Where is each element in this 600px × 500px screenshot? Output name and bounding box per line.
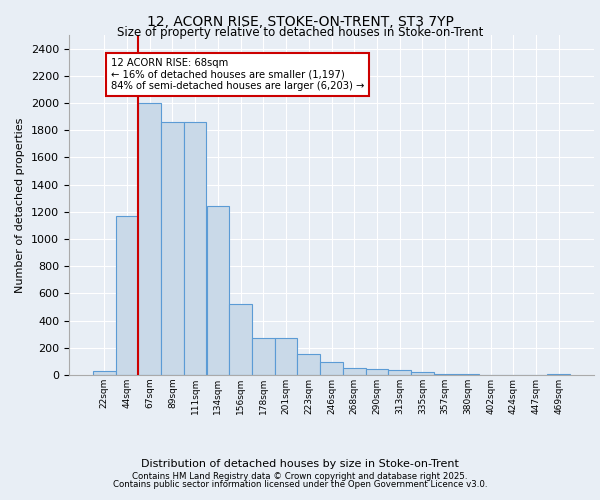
Text: Distribution of detached houses by size in Stoke-on-Trent: Distribution of detached houses by size …: [141, 459, 459, 469]
Bar: [161, 122, 184, 375]
Text: Size of property relative to detached houses in Stoke-on-Trent: Size of property relative to detached ho…: [117, 26, 483, 39]
Text: Contains HM Land Registry data © Crown copyright and database right 2025.: Contains HM Land Registry data © Crown c…: [132, 472, 468, 481]
Bar: [411, 372, 434, 375]
Bar: [116, 216, 139, 375]
Bar: [139, 103, 161, 375]
Bar: [547, 374, 570, 375]
Text: 12 ACORN RISE: 68sqm
← 16% of detached houses are smaller (1,197)
84% of semi-de: 12 ACORN RISE: 68sqm ← 16% of detached h…: [111, 58, 364, 92]
Bar: [320, 362, 343, 375]
Text: 12, ACORN RISE, STOKE-ON-TRENT, ST3 7YP: 12, ACORN RISE, STOKE-ON-TRENT, ST3 7YP: [146, 15, 454, 29]
Bar: [388, 370, 411, 375]
Y-axis label: Number of detached properties: Number of detached properties: [16, 118, 25, 292]
Bar: [365, 369, 388, 375]
Bar: [206, 206, 229, 375]
Bar: [93, 371, 116, 375]
Bar: [252, 338, 275, 375]
Text: Contains public sector information licensed under the Open Government Licence v3: Contains public sector information licen…: [113, 480, 487, 489]
Bar: [275, 338, 298, 375]
Bar: [184, 122, 206, 375]
Bar: [343, 368, 365, 375]
Bar: [229, 304, 252, 375]
Bar: [434, 374, 457, 375]
Bar: [298, 354, 320, 375]
Bar: [457, 374, 479, 375]
